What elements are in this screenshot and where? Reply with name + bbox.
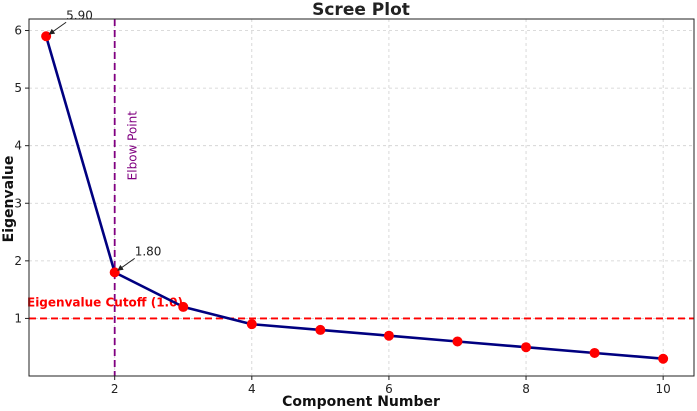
x-tick-label: 2 [111, 382, 119, 396]
eigenvalue-line [44, 35, 664, 360]
data-point [658, 353, 669, 364]
data-point [315, 324, 326, 335]
x-axis-label: Component Number [282, 394, 440, 410]
y-tick-label: 4 [14, 139, 22, 153]
reference-lines: Eigenvalue Cutoff (1.0) Elbow Point [27, 19, 694, 376]
cutoff-label: Eigenvalue Cutoff (1.0) [27, 295, 183, 309]
elbow-label: Elbow Point [126, 111, 140, 181]
chart-title: Scree Plot [312, 0, 410, 20]
data-point [109, 267, 120, 278]
y-tick-label: 2 [14, 254, 22, 268]
data-point [452, 336, 463, 347]
plot-frame [28, 18, 695, 377]
data-point [178, 301, 189, 312]
data-point [246, 319, 257, 330]
annotation-label: 1.80 [135, 244, 162, 258]
x-tick-label: 10 [656, 382, 671, 396]
x-tick-label: 8 [522, 382, 530, 396]
y-tick-label: 6 [14, 24, 22, 38]
y-tick-label: 3 [14, 196, 22, 210]
grid-layer [29, 19, 694, 376]
data-point [41, 31, 52, 42]
series-layer [41, 31, 669, 364]
y-axis-label: Eigenvalue [1, 156, 17, 243]
data-point [521, 342, 532, 353]
annotation-arrow [117, 257, 135, 271]
data-point [383, 330, 394, 341]
annotations: 5.90 1.80 [48, 8, 162, 271]
data-point [589, 347, 600, 358]
y-tick-label: 5 [14, 81, 22, 95]
x-tick-label: 6 [385, 382, 393, 396]
y-tick-label: 1 [14, 311, 22, 325]
x-tick-label: 4 [248, 382, 256, 396]
annotation-label: 5.90 [66, 8, 93, 22]
annotation-arrow [48, 21, 67, 35]
